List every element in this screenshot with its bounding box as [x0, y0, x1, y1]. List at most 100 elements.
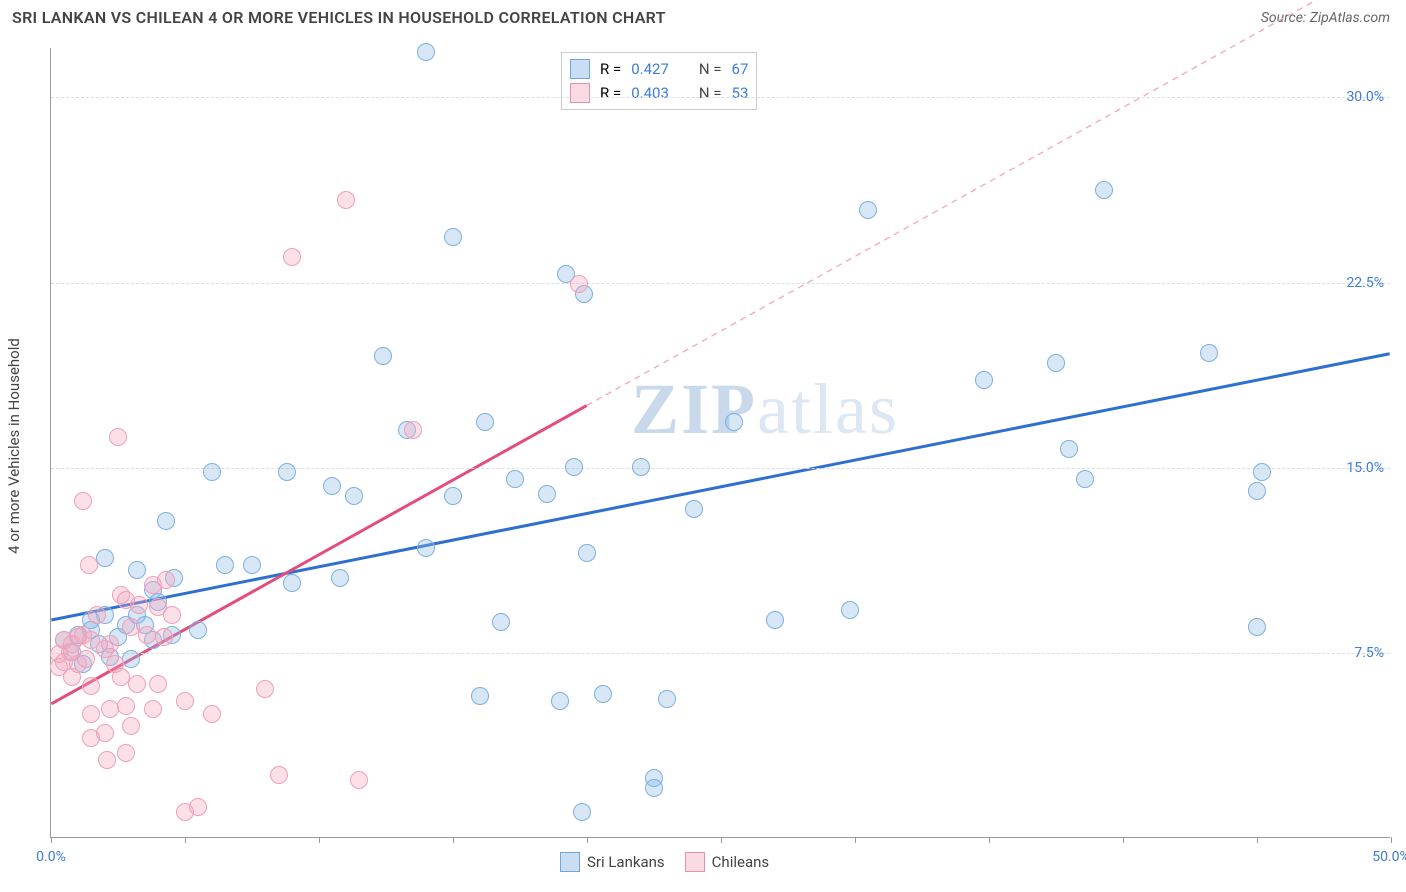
r-label: R =: [600, 84, 621, 102]
gridline: [51, 283, 1390, 284]
data-point: [80, 556, 98, 574]
data-point: [506, 470, 524, 488]
data-point: [578, 544, 596, 562]
data-point: [176, 692, 194, 710]
data-point: [594, 685, 612, 703]
data-point: [565, 458, 583, 476]
y-tick-label: 22.5%: [1346, 275, 1384, 291]
x-tick: [185, 837, 186, 843]
r-value: 0.403: [631, 84, 669, 102]
scatter-chart: ZIPatlas R =0.427N =67R =0.403N =53 7.5%…: [50, 48, 1390, 838]
data-point: [350, 771, 368, 789]
data-point: [283, 248, 301, 266]
data-point: [101, 635, 119, 653]
data-point: [331, 569, 349, 587]
legend-item: Chileans: [685, 852, 769, 872]
data-point: [203, 463, 221, 481]
data-point: [88, 606, 106, 624]
data-point: [77, 650, 95, 668]
x-tick: [453, 837, 454, 843]
data-point: [122, 650, 140, 668]
data-point: [1095, 181, 1113, 199]
data-point: [1253, 463, 1271, 481]
data-point: [155, 628, 173, 646]
data-point: [128, 675, 146, 693]
data-point: [157, 571, 175, 589]
data-point: [417, 539, 435, 557]
data-point: [345, 487, 363, 505]
n-value: 53: [732, 84, 749, 102]
data-point: [189, 621, 207, 639]
data-point: [1047, 354, 1065, 372]
data-point: [1200, 344, 1218, 362]
data-point: [658, 690, 676, 708]
stats-legend: R =0.427N =67R =0.403N =53: [561, 52, 757, 110]
data-point: [82, 677, 100, 695]
legend-swatch: [570, 59, 590, 79]
data-point: [374, 347, 392, 365]
r-label: R =: [600, 60, 621, 78]
gridline: [51, 653, 1390, 654]
data-point: [404, 421, 422, 439]
data-point: [841, 601, 859, 619]
data-point: [476, 413, 494, 431]
legend-label: Sri Lankans: [587, 853, 665, 871]
legend-swatch: [685, 852, 705, 872]
y-tick-label: 7.5%: [1354, 645, 1384, 661]
data-point: [203, 705, 221, 723]
stats-row: R = 0.403 N = 53: [570, 81, 748, 105]
legend-label: Chileans: [712, 853, 769, 871]
data-point: [538, 485, 556, 503]
data-point: [74, 492, 92, 510]
series-legend: Sri Lankans Chileans: [560, 852, 769, 872]
gridline: [51, 468, 1390, 469]
data-point: [337, 191, 355, 209]
data-point: [1076, 470, 1094, 488]
data-point: [256, 680, 274, 698]
data-point: [101, 700, 119, 718]
x-tick: [1257, 837, 1258, 843]
x-tick-label: 50.0%: [1372, 849, 1406, 865]
data-point: [163, 606, 181, 624]
x-tick: [855, 837, 856, 843]
data-point: [117, 697, 135, 715]
data-point: [278, 463, 296, 481]
data-point: [632, 458, 650, 476]
data-point: [323, 477, 341, 495]
data-point: [444, 228, 462, 246]
x-tick: [319, 837, 320, 843]
data-point: [117, 744, 135, 762]
data-point: [975, 371, 993, 389]
legend-item: Sri Lankans: [560, 852, 665, 872]
data-point: [189, 798, 207, 816]
y-tick-label: 15.0%: [1346, 460, 1384, 476]
trend-lines: [51, 48, 1390, 837]
gridline: [51, 97, 1390, 98]
data-point: [82, 705, 100, 723]
legend-swatch: [560, 852, 580, 872]
source-label: Source: ZipAtlas.com: [1261, 10, 1390, 26]
data-point: [492, 613, 510, 631]
data-point: [216, 556, 234, 574]
y-axis-title: 4 or more Vehicles in Household: [5, 338, 23, 554]
data-point: [1248, 618, 1266, 636]
data-point: [1060, 440, 1078, 458]
x-tick-label: 0.0%: [36, 849, 66, 865]
trend-line: [51, 354, 1389, 620]
n-label: N =: [699, 84, 722, 102]
data-point: [122, 717, 140, 735]
y-tick-label: 30.0%: [1346, 89, 1384, 105]
data-point: [573, 803, 591, 821]
x-tick: [587, 837, 588, 843]
data-point: [283, 574, 301, 592]
data-point: [471, 687, 489, 705]
data-point: [766, 611, 784, 629]
data-point: [444, 487, 462, 505]
x-tick: [1391, 837, 1392, 843]
data-point: [685, 500, 703, 518]
n-label: N =: [699, 60, 722, 78]
data-point: [551, 692, 569, 710]
data-point: [130, 596, 148, 614]
x-tick: [51, 837, 52, 843]
x-tick: [721, 837, 722, 843]
